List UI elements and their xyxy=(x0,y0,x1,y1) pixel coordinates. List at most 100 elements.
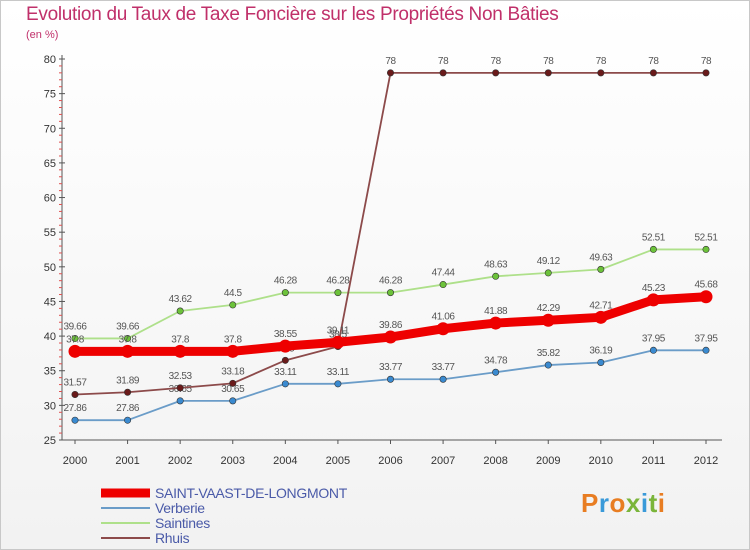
data-label: 42.29 xyxy=(537,303,561,314)
data-point xyxy=(702,69,710,77)
x-tick-label: 2010 xyxy=(589,455,613,467)
x-tick-label: 2005 xyxy=(326,455,350,467)
data-point xyxy=(386,375,394,383)
data-point xyxy=(334,380,342,388)
y-unit-label: (en %) xyxy=(26,29,59,41)
data-label: 35.82 xyxy=(537,348,561,359)
data-label: 49.12 xyxy=(537,256,561,267)
logo-letter: r xyxy=(598,488,610,518)
data-point xyxy=(492,69,500,77)
x-tick-label: 2004 xyxy=(273,455,297,467)
data-point xyxy=(386,289,394,297)
logo-letter: x xyxy=(625,488,641,518)
data-label: 27.86 xyxy=(116,403,140,414)
data-label: 44.5 xyxy=(224,288,243,299)
data-label: 49.63 xyxy=(589,252,613,263)
data-label: 41.88 xyxy=(484,306,508,317)
logo-letter: t xyxy=(648,488,658,518)
data-label: 36.19 xyxy=(589,345,613,356)
logo-letter: o xyxy=(609,488,626,518)
data-point xyxy=(384,330,397,344)
data-label: 38.55 xyxy=(274,329,298,340)
data-point xyxy=(489,316,503,330)
data-point xyxy=(176,307,184,315)
legend-label: SAINT-VAAST-DE-LONGMONT xyxy=(155,485,348,501)
data-point xyxy=(71,334,79,342)
x-tick-label: 2011 xyxy=(642,455,666,467)
x-tick-label: 2006 xyxy=(378,455,402,467)
data-point xyxy=(124,416,132,424)
chart-title: Evolution du Taux de Taxe Foncière sur l… xyxy=(26,4,559,25)
data-label: 33.18 xyxy=(221,366,245,377)
data-point xyxy=(121,344,135,358)
data-label: 41.06 xyxy=(432,312,456,323)
data-label: 78 xyxy=(701,56,712,67)
y-tick-label: 75 xyxy=(44,89,56,101)
data-label: 39.66 xyxy=(116,321,140,332)
y-tick-label: 40 xyxy=(44,331,56,343)
legend-label: Verberie xyxy=(155,500,205,516)
data-point xyxy=(386,69,394,77)
data-point xyxy=(649,245,657,253)
data-label: 78 xyxy=(438,56,449,67)
data-point xyxy=(597,358,605,366)
data-point xyxy=(71,416,79,424)
data-label: 47.44 xyxy=(432,268,456,279)
data-point xyxy=(597,265,605,273)
data-label: 37.95 xyxy=(694,333,718,344)
data-label: 43.62 xyxy=(169,294,193,305)
data-label: 42.71 xyxy=(589,300,613,311)
logo-letter: i xyxy=(640,488,649,518)
data-label: 34.78 xyxy=(484,355,508,366)
data-label: 78 xyxy=(648,56,659,67)
data-label: 32.53 xyxy=(169,371,193,382)
data-point xyxy=(702,346,710,354)
series-verberie: 27.8627.8630.6530.6533.1133.1133.7733.77… xyxy=(63,333,719,424)
y-tick-label: 45 xyxy=(44,296,56,308)
data-label: 39.86 xyxy=(379,320,403,331)
data-point xyxy=(176,384,184,392)
data-label: 37.8 xyxy=(119,334,138,345)
data-label: 39.11 xyxy=(327,325,350,336)
x-tick-label: 2012 xyxy=(694,455,718,467)
x-tick-label: 2002 xyxy=(168,455,192,467)
data-point xyxy=(226,344,240,358)
data-label: 46.28 xyxy=(274,276,298,287)
data-point xyxy=(439,375,447,383)
legend: SAINT-VAAST-DE-LONGMONTVerberieSaintines… xyxy=(101,485,348,546)
y-tick-label: 55 xyxy=(44,227,56,239)
data-label: 37.8 xyxy=(224,334,243,345)
data-point xyxy=(439,281,447,289)
proxiti-logo[interactable]: Proxiti xyxy=(581,488,665,519)
data-label: 37.8 xyxy=(171,334,190,345)
data-point xyxy=(541,313,555,327)
data-point xyxy=(331,335,345,349)
y-tick-label: 25 xyxy=(44,435,56,447)
y-tick-label: 60 xyxy=(44,193,56,205)
y-tick-label: 70 xyxy=(44,123,56,135)
logo-letter: P xyxy=(581,488,599,518)
data-label: 78 xyxy=(596,56,607,67)
data-label: 33.77 xyxy=(432,362,456,373)
data-point xyxy=(334,289,342,297)
data-point xyxy=(281,380,289,388)
data-label: 78 xyxy=(385,56,396,67)
data-label: 52.51 xyxy=(694,232,718,243)
data-point xyxy=(702,245,710,253)
data-point xyxy=(544,269,552,277)
x-tick-label: 2001 xyxy=(115,455,139,467)
data-label: 27.86 xyxy=(63,403,87,414)
data-point xyxy=(229,301,237,309)
data-point xyxy=(544,361,552,369)
data-point xyxy=(544,69,552,77)
x-tick-label: 2003 xyxy=(221,455,245,467)
data-label: 46.28 xyxy=(379,276,403,287)
data-point xyxy=(436,322,450,336)
data-label: 37.8 xyxy=(66,334,85,345)
data-label: 39.66 xyxy=(63,321,87,332)
data-label: 33.11 xyxy=(327,367,350,378)
data-point xyxy=(699,290,713,304)
data-point xyxy=(439,69,447,77)
